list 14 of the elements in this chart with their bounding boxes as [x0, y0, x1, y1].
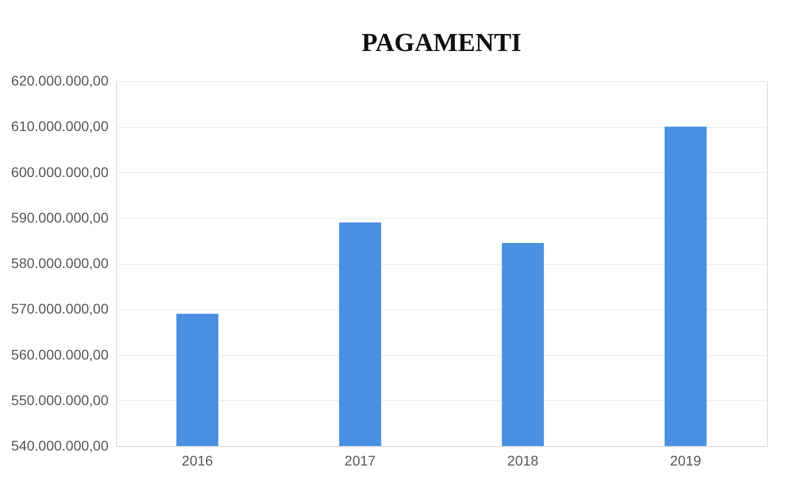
chart-title: PAGAMENTI: [362, 28, 522, 57]
y-tick-label: 570.000.000,00: [11, 300, 109, 317]
x-tick-label: 2018: [507, 452, 539, 468]
y-tick-label: 590.000.000,00: [11, 209, 109, 226]
x-tick-label: 2016: [182, 452, 214, 468]
y-tick-label: 550.000.000,00: [11, 392, 109, 408]
y-tick-label: 600.000.000,00: [11, 164, 109, 180]
y-tick-label: 580.000.000,00: [11, 255, 109, 271]
y-tick-label: 540.000.000,00: [11, 438, 109, 454]
y-tick-label: 610.000.000,00: [11, 118, 109, 134]
y-tick-label: 560.000.000,00: [11, 346, 109, 362]
x-tick-label: 2019: [670, 452, 702, 468]
x-tick-label: 2017: [344, 452, 376, 468]
y-tick-label: 620.000.000,00: [11, 72, 109, 88]
